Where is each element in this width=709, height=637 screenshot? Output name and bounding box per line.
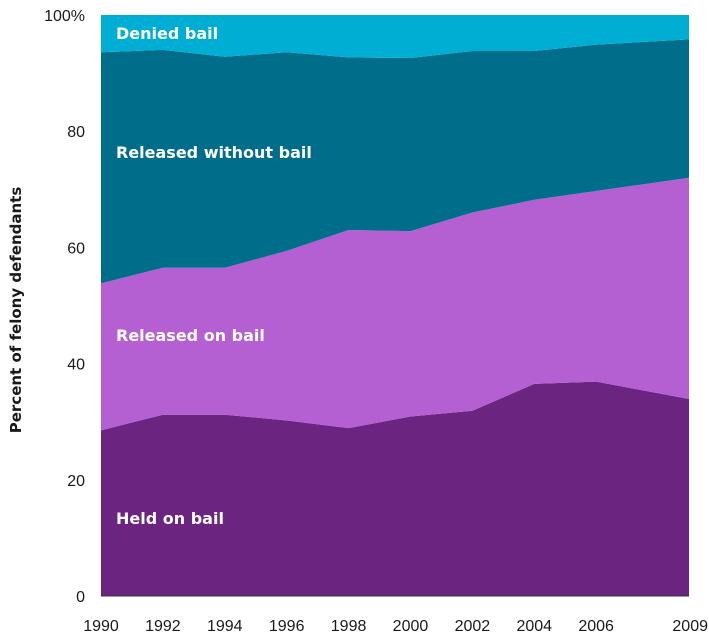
y-tick-label: 20 xyxy=(67,473,85,490)
area-released-on-bail xyxy=(101,177,689,431)
x-axis-ticks: 1990 1992 1994 1996 1998 2000 2002 2004 2006 2009 xyxy=(83,618,708,635)
series-label-denied-bail: Denied bail xyxy=(116,24,218,43)
y-axis-ticks: 0 20 40 60 80 100% xyxy=(44,8,85,606)
x-tick-label: 1994 xyxy=(207,618,243,635)
area-denied-bail xyxy=(101,15,689,58)
area-released-without-bail xyxy=(101,39,689,284)
x-tick-label: 2004 xyxy=(516,618,552,635)
y-axis-label: Percent of felony defendants xyxy=(7,187,25,434)
area-held-on-bail xyxy=(101,381,689,596)
series-label-released-on-bail: Released on bail xyxy=(116,326,265,345)
y-tick-label: 60 xyxy=(67,240,85,257)
x-tick-label: 2009 xyxy=(672,618,708,635)
y-tick-label: 40 xyxy=(67,357,85,374)
y-tick-label: 0 xyxy=(76,589,85,606)
x-tick-label: 1990 xyxy=(83,618,119,635)
area-labels: Denied bail Released without bail Releas… xyxy=(116,24,312,528)
x-tick-label: 2006 xyxy=(578,618,614,635)
series-label-released-without-bail: Released without bail xyxy=(116,143,312,162)
x-tick-label: 2000 xyxy=(393,618,429,635)
x-tick-label: 1992 xyxy=(145,618,181,635)
area-layers xyxy=(101,15,689,596)
x-tick-label: 2002 xyxy=(455,618,491,635)
x-tick-label: 1998 xyxy=(331,618,367,635)
x-tick-label: 1996 xyxy=(269,618,305,635)
y-tick-label: 80 xyxy=(67,124,85,141)
series-label-held-on-bail: Held on bail xyxy=(116,509,224,528)
y-tick-label: 100% xyxy=(44,8,85,25)
